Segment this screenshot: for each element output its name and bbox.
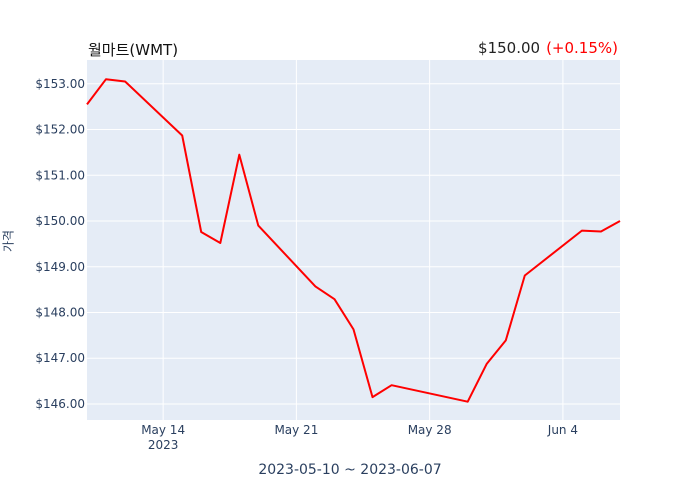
data-point [198,229,204,235]
data-point [84,101,90,107]
y-axis-title: 가격 [1,229,16,253]
data-point [351,326,357,332]
y-tick-label: $153.00 [35,77,85,91]
y-tick-label: $149.00 [35,260,85,274]
current-price: $150.00 [478,39,541,57]
plot-area [87,60,620,420]
data-point [370,394,376,400]
y-tick-label: $152.00 [35,123,85,137]
data-point [579,228,585,234]
x-tick-label: Jun 4 [547,423,578,437]
x-tick-label: May 21 [274,423,318,437]
y-tick-label: $148.00 [35,306,85,320]
y-tick-label: $146.00 [35,397,85,411]
data-point [617,218,623,224]
data-point [312,283,318,289]
data-point [389,382,395,388]
y-tick-label: $151.00 [35,168,85,182]
data-point [236,152,242,158]
y-tick-label: $147.00 [35,351,85,365]
x-tick-label: May 14 [141,423,185,437]
data-point [103,76,109,82]
data-point [484,361,490,367]
y-tick-label: $150.00 [35,214,85,228]
x-axis-title: 2023-05-10 ~ 2023-06-07 [258,462,442,478]
data-point [122,78,128,84]
data-point [217,240,223,246]
price-summary: $150.00 (+0.15%) [478,39,618,57]
data-point [503,337,509,343]
data-point [179,132,185,138]
chart-title: 월마트(WMT) [88,41,179,59]
data-point [331,296,337,302]
data-point [465,399,471,405]
data-point [598,229,604,235]
data-point [522,272,528,278]
x-tick-label: May 28 [408,423,452,437]
x-tick-year-label: 2023 [148,438,179,452]
price-line [86,78,621,403]
price-change: (+0.15%) [546,39,618,57]
data-point [255,223,261,229]
